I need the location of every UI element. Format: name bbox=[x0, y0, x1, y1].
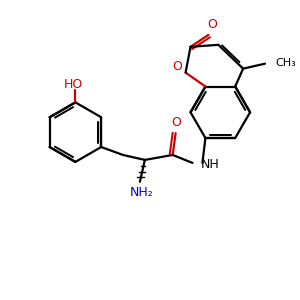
Text: NH: NH bbox=[200, 158, 219, 171]
Text: O: O bbox=[172, 116, 182, 129]
Text: CH₃: CH₃ bbox=[275, 58, 296, 68]
Text: HO: HO bbox=[64, 78, 83, 91]
Text: O: O bbox=[207, 19, 217, 32]
Text: NH₂: NH₂ bbox=[130, 186, 154, 199]
Text: O: O bbox=[173, 60, 183, 73]
